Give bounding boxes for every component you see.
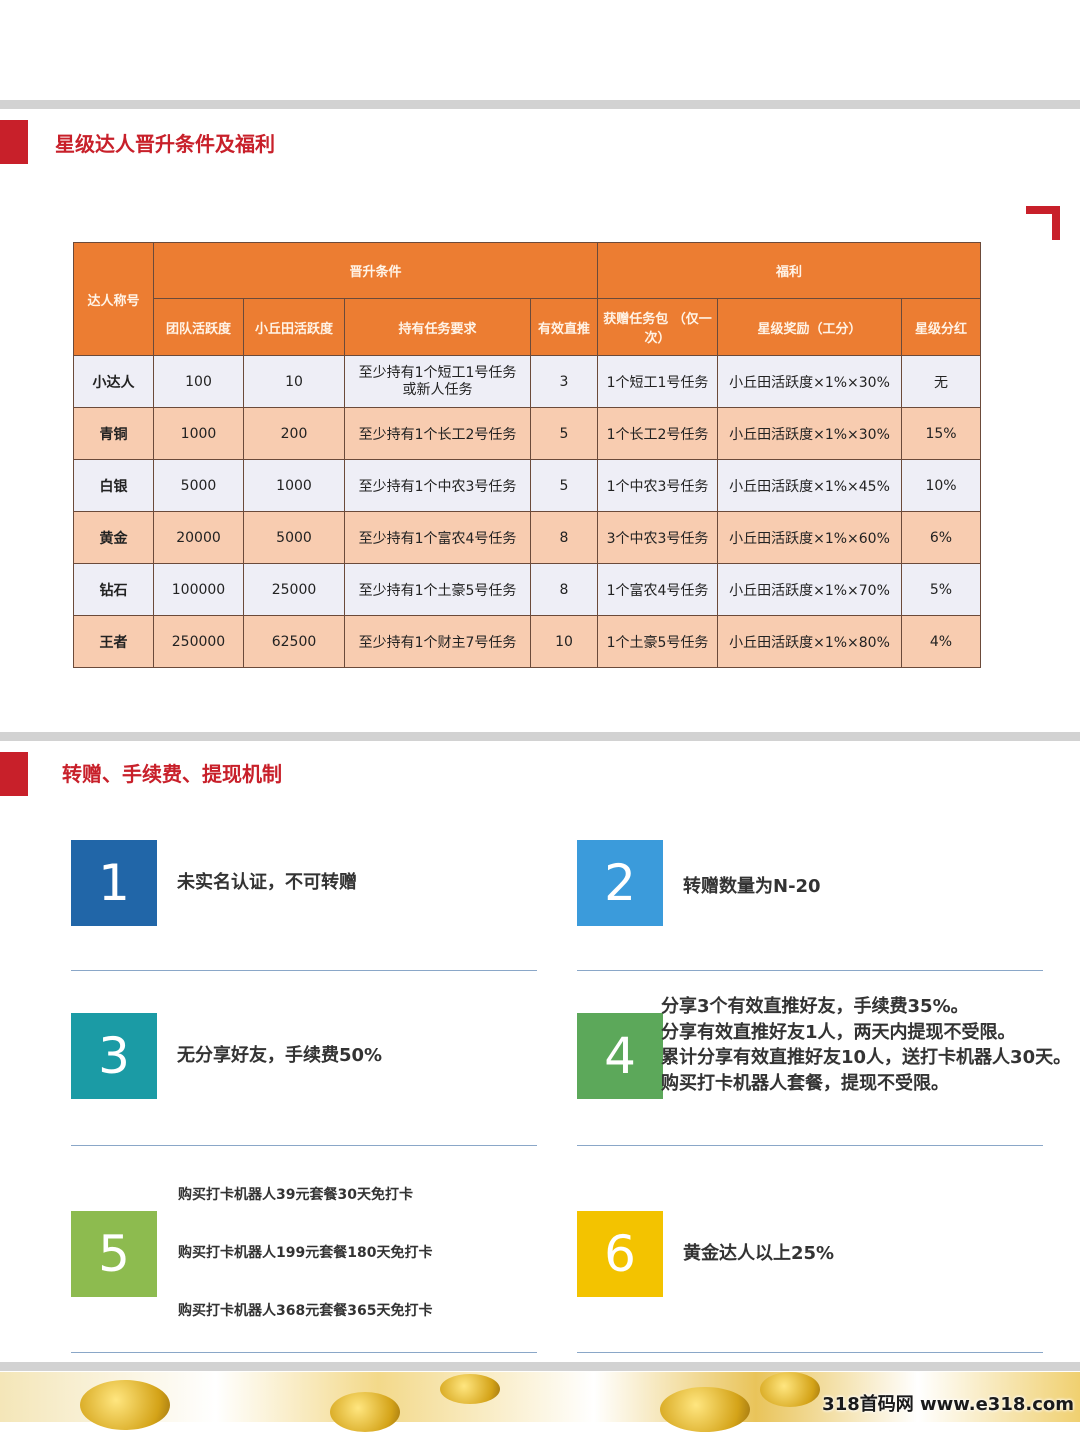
- table-cell: 小达人: [73, 355, 154, 408]
- table-cell: 无: [901, 355, 981, 408]
- table-cell: 5000: [153, 459, 244, 512]
- item-line: 分享有效直推好友1人，两天内提现不受限。: [661, 1021, 1016, 1043]
- item-text: 无分享好友，手续费50%: [177, 1045, 383, 1066]
- table-cell: 5000: [243, 511, 345, 564]
- table-cell: 8: [530, 563, 598, 616]
- table-cell: 6%: [901, 511, 981, 564]
- table-cell: 小丘田活跃度×1%×60%: [717, 511, 902, 564]
- gold-coins-image: 318首码网 www.e318.com: [0, 1372, 1080, 1432]
- item-line: 购买打卡机器人199元套餐180天免打卡: [178, 1245, 433, 1261]
- table-cell: 至少持有1个中农3号任务: [344, 459, 531, 512]
- table-cell: 15%: [901, 407, 981, 460]
- number-badge: 6: [577, 1211, 663, 1297]
- table-cell: 62500: [243, 615, 345, 668]
- table-cell: 小丘田活跃度×1%×80%: [717, 615, 902, 668]
- section-title: 转赠、手续费、提现机制: [62, 762, 282, 786]
- number-badge: 4: [577, 1013, 663, 1099]
- corner-decoration: [1026, 206, 1060, 240]
- item-text: 转赠数量为N-20: [683, 876, 821, 897]
- table-row: 王者 250000 62500 至少持有1个财主7号任务 10 1个土豪5号任务 小丘田活跃…: [73, 615, 981, 668]
- header-promotion: 晋升条件: [153, 242, 598, 299]
- table-cell: 4%: [901, 615, 981, 668]
- section-marker: [0, 120, 28, 164]
- table-cell: 1000: [243, 459, 345, 512]
- section-title: 星级达人晋升条件及福利: [55, 132, 275, 156]
- item-line: 购买打卡机器人39元套餐30天免打卡: [178, 1187, 413, 1203]
- table-cell: 3个中农3号任务: [597, 511, 718, 564]
- watermark: 318首码网 www.e318.com: [822, 1394, 1074, 1415]
- divider: [71, 970, 537, 971]
- table-cell: 20000: [153, 511, 244, 564]
- table-cell: 至少持有1个财主7号任务: [344, 615, 531, 668]
- table-cell: 至少持有1个富农4号任务: [344, 511, 531, 564]
- table-cell: 青铜: [73, 407, 154, 460]
- table-row: 小达人 100 10 至少持有1个短工1号任务或新人任务 3 1个短工1号任务 小丘田活跃度…: [73, 355, 981, 408]
- table-cell: 1个富农4号任务: [597, 563, 718, 616]
- table-row: 黄金 20000 5000 至少持有1个富农4号任务 8 3个中农3号任务 小丘田活跃度×1…: [73, 511, 981, 564]
- table-cell: 至少持有1个短工1号任务或新人任务: [344, 355, 531, 408]
- table-row: 钻石 100000 25000 至少持有1个土豪5号任务 8 1个富农4号任务 小丘田活跃度…: [73, 563, 981, 616]
- header-benefits: 福利: [597, 242, 981, 299]
- table-cell: 1个长工2号任务: [597, 407, 718, 460]
- table-cell: 8: [530, 511, 598, 564]
- column-header: 星级分红: [901, 298, 981, 356]
- table-cell: 至少持有1个长工2号任务: [344, 407, 531, 460]
- table-cell: 10: [243, 355, 345, 408]
- section-marker: [0, 752, 28, 796]
- item-line: 购买打卡机器人368元套餐365天免打卡: [178, 1303, 433, 1319]
- table-cell: 10%: [901, 459, 981, 512]
- table-cell: 25000: [243, 563, 345, 616]
- table-cell: 小丘田活跃度×1%×70%: [717, 563, 902, 616]
- divider: [71, 1145, 537, 1146]
- item-line: 购买打卡机器人套餐，提现不受限。: [661, 1072, 949, 1094]
- item-text: 未实名认证，不可转赠: [177, 872, 357, 893]
- table-cell: 5: [530, 459, 598, 512]
- item-line: 分享3个有效直推好友，手续费35%。: [661, 996, 969, 1017]
- column-header: 有效直推: [530, 298, 598, 356]
- table-cell: 3: [530, 355, 598, 408]
- table-cell: 1个土豪5号任务: [597, 615, 718, 668]
- table-cell: 小丘田活跃度×1%×30%: [717, 407, 902, 460]
- divider-band: [0, 1362, 1080, 1371]
- table-cell: 小丘田活跃度×1%×30%: [717, 355, 902, 408]
- table-cell: 1000: [153, 407, 244, 460]
- table-cell: 1个中农3号任务: [597, 459, 718, 512]
- table-cell: 100000: [153, 563, 244, 616]
- table-cell: 1个短工1号任务: [597, 355, 718, 408]
- table-row: 青铜 1000 200 至少持有1个长工2号任务 5 1个长工2号任务 小丘田活跃度×1%×…: [73, 407, 981, 460]
- divider: [577, 1352, 1043, 1353]
- number-badge: 3: [71, 1013, 157, 1099]
- number-badge: 5: [71, 1211, 157, 1297]
- table-cell: 5%: [901, 563, 981, 616]
- table-cell: 小丘田活跃度×1%×45%: [717, 459, 902, 512]
- table-cell: 白银: [73, 459, 154, 512]
- divider: [577, 970, 1043, 971]
- table-cell: 200: [243, 407, 345, 460]
- divider: [71, 1352, 537, 1353]
- column-header: 团队活跃度: [153, 298, 244, 356]
- divider-band: [0, 732, 1080, 741]
- table-row: 白银 5000 1000 至少持有1个中农3号任务 5 1个中农3号任务 小丘田活跃度×1%…: [73, 459, 981, 512]
- item-text: 分享3个有效直推好友，手续费35%。分享有效直推好友1人，两天内提现不受限。累计…: [661, 994, 1080, 1096]
- table-cell: 王者: [73, 615, 154, 668]
- divider-band: [0, 100, 1080, 109]
- divider: [577, 1145, 1043, 1146]
- number-badge: 1: [71, 840, 157, 926]
- column-header: 获赠任务包 （仅一次）: [597, 298, 718, 356]
- table-cell: 100: [153, 355, 244, 408]
- item-text: 黄金达人以上25%: [683, 1243, 835, 1264]
- table-cell: 5: [530, 407, 598, 460]
- column-header: 持有任务要求: [344, 298, 531, 356]
- column-header: 小丘田活跃度: [243, 298, 345, 356]
- table-cell: 250000: [153, 615, 244, 668]
- table-cell: 钻石: [73, 563, 154, 616]
- table-cell: 黄金: [73, 511, 154, 564]
- table-cell: 10: [530, 615, 598, 668]
- item-line: 累计分享有效直推好友10人，送打卡机器人30天。: [661, 1047, 1072, 1068]
- star-level-table: 达人称号 晋升条件 福利 团队活跃度 小丘田活跃度 持有任务要求 有效直推 获赠任务包 …: [73, 242, 981, 668]
- column-header: 星级奖励（工分）: [717, 298, 902, 356]
- number-badge: 2: [577, 840, 663, 926]
- header-name: 达人称号: [73, 242, 154, 356]
- table-cell: 至少持有1个土豪5号任务: [344, 563, 531, 616]
